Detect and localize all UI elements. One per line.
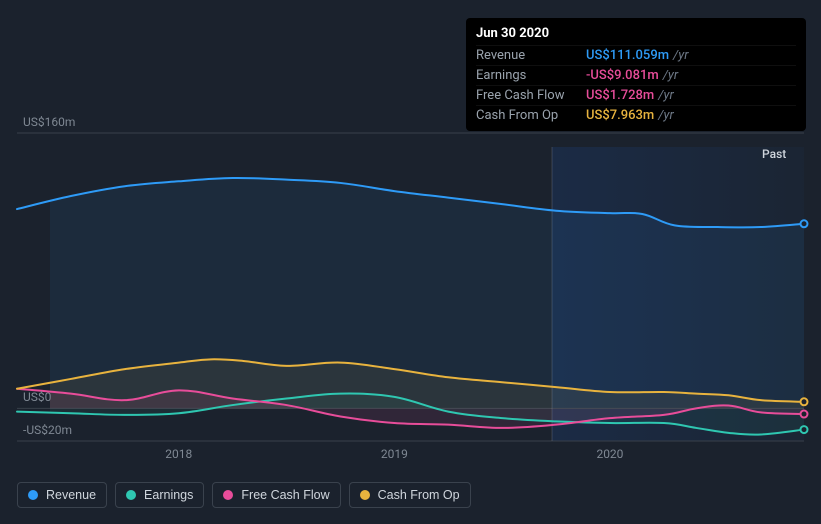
tooltip-row-label: Revenue <box>476 48 586 63</box>
legend-item-label: Free Cash Flow <box>241 488 329 502</box>
x-axis-label: 2020 <box>596 447 623 461</box>
chart-stage: Jun 30 2020 RevenueUS$111.059m/yrEarning… <box>0 0 821 524</box>
tooltip-row: RevenueUS$111.059m/yr <box>476 45 796 65</box>
tooltip-row-unit: /yr <box>673 48 688 63</box>
tooltip-row: Free Cash FlowUS$1.728m/yr <box>476 85 796 105</box>
legend-dot-icon <box>28 490 38 500</box>
tooltip-row-value: US$7.963m <box>586 108 654 123</box>
tooltip-row-value: -US$9.081m <box>586 68 659 83</box>
tooltip-row-label: Earnings <box>476 68 586 83</box>
legend-dot-icon <box>223 490 233 500</box>
y-axis-label: US$0 <box>23 390 51 404</box>
tooltip-row: Earnings-US$9.081m/yr <box>476 65 796 85</box>
tooltip-row-unit: /yr <box>663 68 678 83</box>
x-axis-label: 2019 <box>381 447 408 461</box>
legend-item-cfo[interactable]: Cash From Op <box>349 482 471 508</box>
tooltip-row-value: US$111.059m <box>586 48 669 63</box>
tooltip-row-label: Cash From Op <box>476 108 586 123</box>
chart-legend: Revenue Earnings Free Cash Flow Cash From O… <box>17 482 471 508</box>
x-axis-label: 2018 <box>165 447 192 461</box>
legend-dot-icon <box>126 490 136 500</box>
legend-item-earnings[interactable]: Earnings <box>115 482 204 508</box>
chart-plot-area[interactable] <box>17 147 804 441</box>
legend-dot-icon <box>360 490 370 500</box>
chart-tooltip: Jun 30 2020 RevenueUS$111.059m/yrEarning… <box>466 18 806 131</box>
tooltip-row-unit: /yr <box>658 108 673 123</box>
tooltip-title: Jun 30 2020 <box>476 24 796 45</box>
legend-item-label: Revenue <box>46 488 96 502</box>
tooltip-row-unit: /yr <box>658 88 673 103</box>
legend-item-fcf[interactable]: Free Cash Flow <box>212 482 340 508</box>
y-axis-label: -US$20m <box>23 423 72 437</box>
y-axis-label: US$160m <box>23 115 75 129</box>
legend-item-label: Cash From Op <box>378 488 460 502</box>
tooltip-row-value: US$1.728m <box>586 88 654 103</box>
past-label: Past <box>762 147 786 161</box>
tooltip-row: Cash From OpUS$7.963m/yr <box>476 105 796 125</box>
legend-item-revenue[interactable]: Revenue <box>17 482 107 508</box>
tooltip-row-label: Free Cash Flow <box>476 88 586 103</box>
legend-item-label: Earnings <box>144 488 193 502</box>
